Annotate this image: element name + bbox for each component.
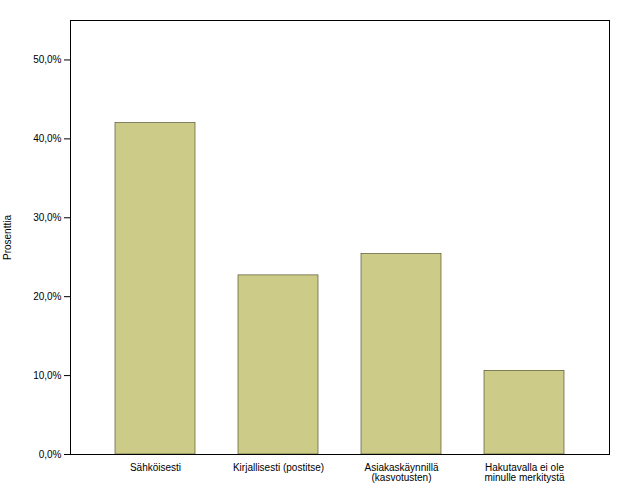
svg-text:30,0%: 30,0% (33, 212, 61, 223)
svg-text:Sähköisesti: Sähköisesti (130, 462, 181, 473)
svg-text:Prosenttia: Prosenttia (2, 215, 13, 260)
svg-text:Hakutavalla ei oleminulle merk: Hakutavalla ei oleminulle merkitystä (484, 462, 564, 483)
svg-text:Asiakaskäynnillä(kasvotusten): Asiakaskäynnillä(kasvotusten) (365, 462, 439, 483)
svg-text:0,0%: 0,0% (39, 449, 62, 460)
svg-text:20,0%: 20,0% (33, 291, 61, 302)
svg-text:Kirjallisesti (postitse): Kirjallisesti (postitse) (233, 462, 324, 473)
svg-text:10,0%: 10,0% (33, 370, 61, 381)
svg-text:40,0%: 40,0% (33, 133, 61, 144)
svg-text:50,0%: 50,0% (33, 54, 61, 65)
